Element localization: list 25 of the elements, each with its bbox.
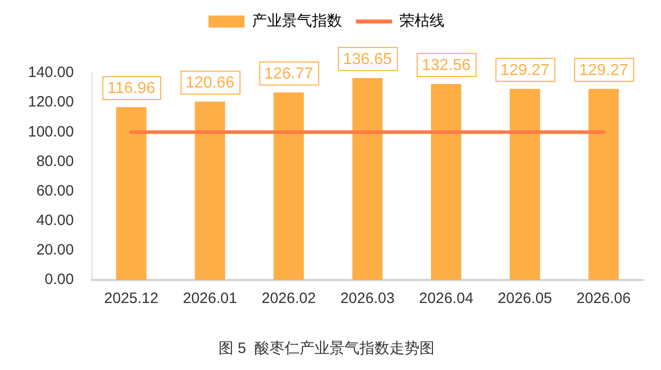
y-tick-label: 40.00 xyxy=(36,212,74,229)
y-tick-label: 120.00 xyxy=(28,94,74,111)
y-tick-label: 80.00 xyxy=(36,152,74,170)
legend-label: 产业景气指数 xyxy=(252,12,342,30)
y-tick-label: 0.00 xyxy=(44,271,74,288)
x-tick-label: 2026.03 xyxy=(340,290,395,308)
data-label: 129.27 xyxy=(500,62,550,79)
x-tick-label: 2025.12 xyxy=(104,290,158,308)
data-label: 129.27 xyxy=(579,62,628,79)
data-label: 126.77 xyxy=(264,65,314,82)
y-tick-label: 100.00 xyxy=(28,123,74,140)
legend-label: 荣枯线 xyxy=(400,12,444,30)
text: 图 5 酸枣仁产业景气指数走势图 xyxy=(218,340,434,358)
data-label: 136.65 xyxy=(342,50,392,68)
x-tick-label: 2026.06 xyxy=(576,290,631,308)
x-tick-label: 2026.01 xyxy=(182,290,238,308)
data-label: 132.56 xyxy=(422,56,471,74)
x-tick-label: 2026.04 xyxy=(419,290,474,308)
x-tick-label: 2026.02 xyxy=(262,290,316,308)
x-tick-label: 2026.05 xyxy=(498,290,552,308)
data-label: 120.66 xyxy=(186,74,235,92)
y-tick-label: 60.00 xyxy=(36,182,74,200)
data-label: 116.96 xyxy=(107,80,156,97)
y-tick-label: 140.00 xyxy=(28,64,74,82)
y-tick-label: 20.00 xyxy=(36,242,74,259)
